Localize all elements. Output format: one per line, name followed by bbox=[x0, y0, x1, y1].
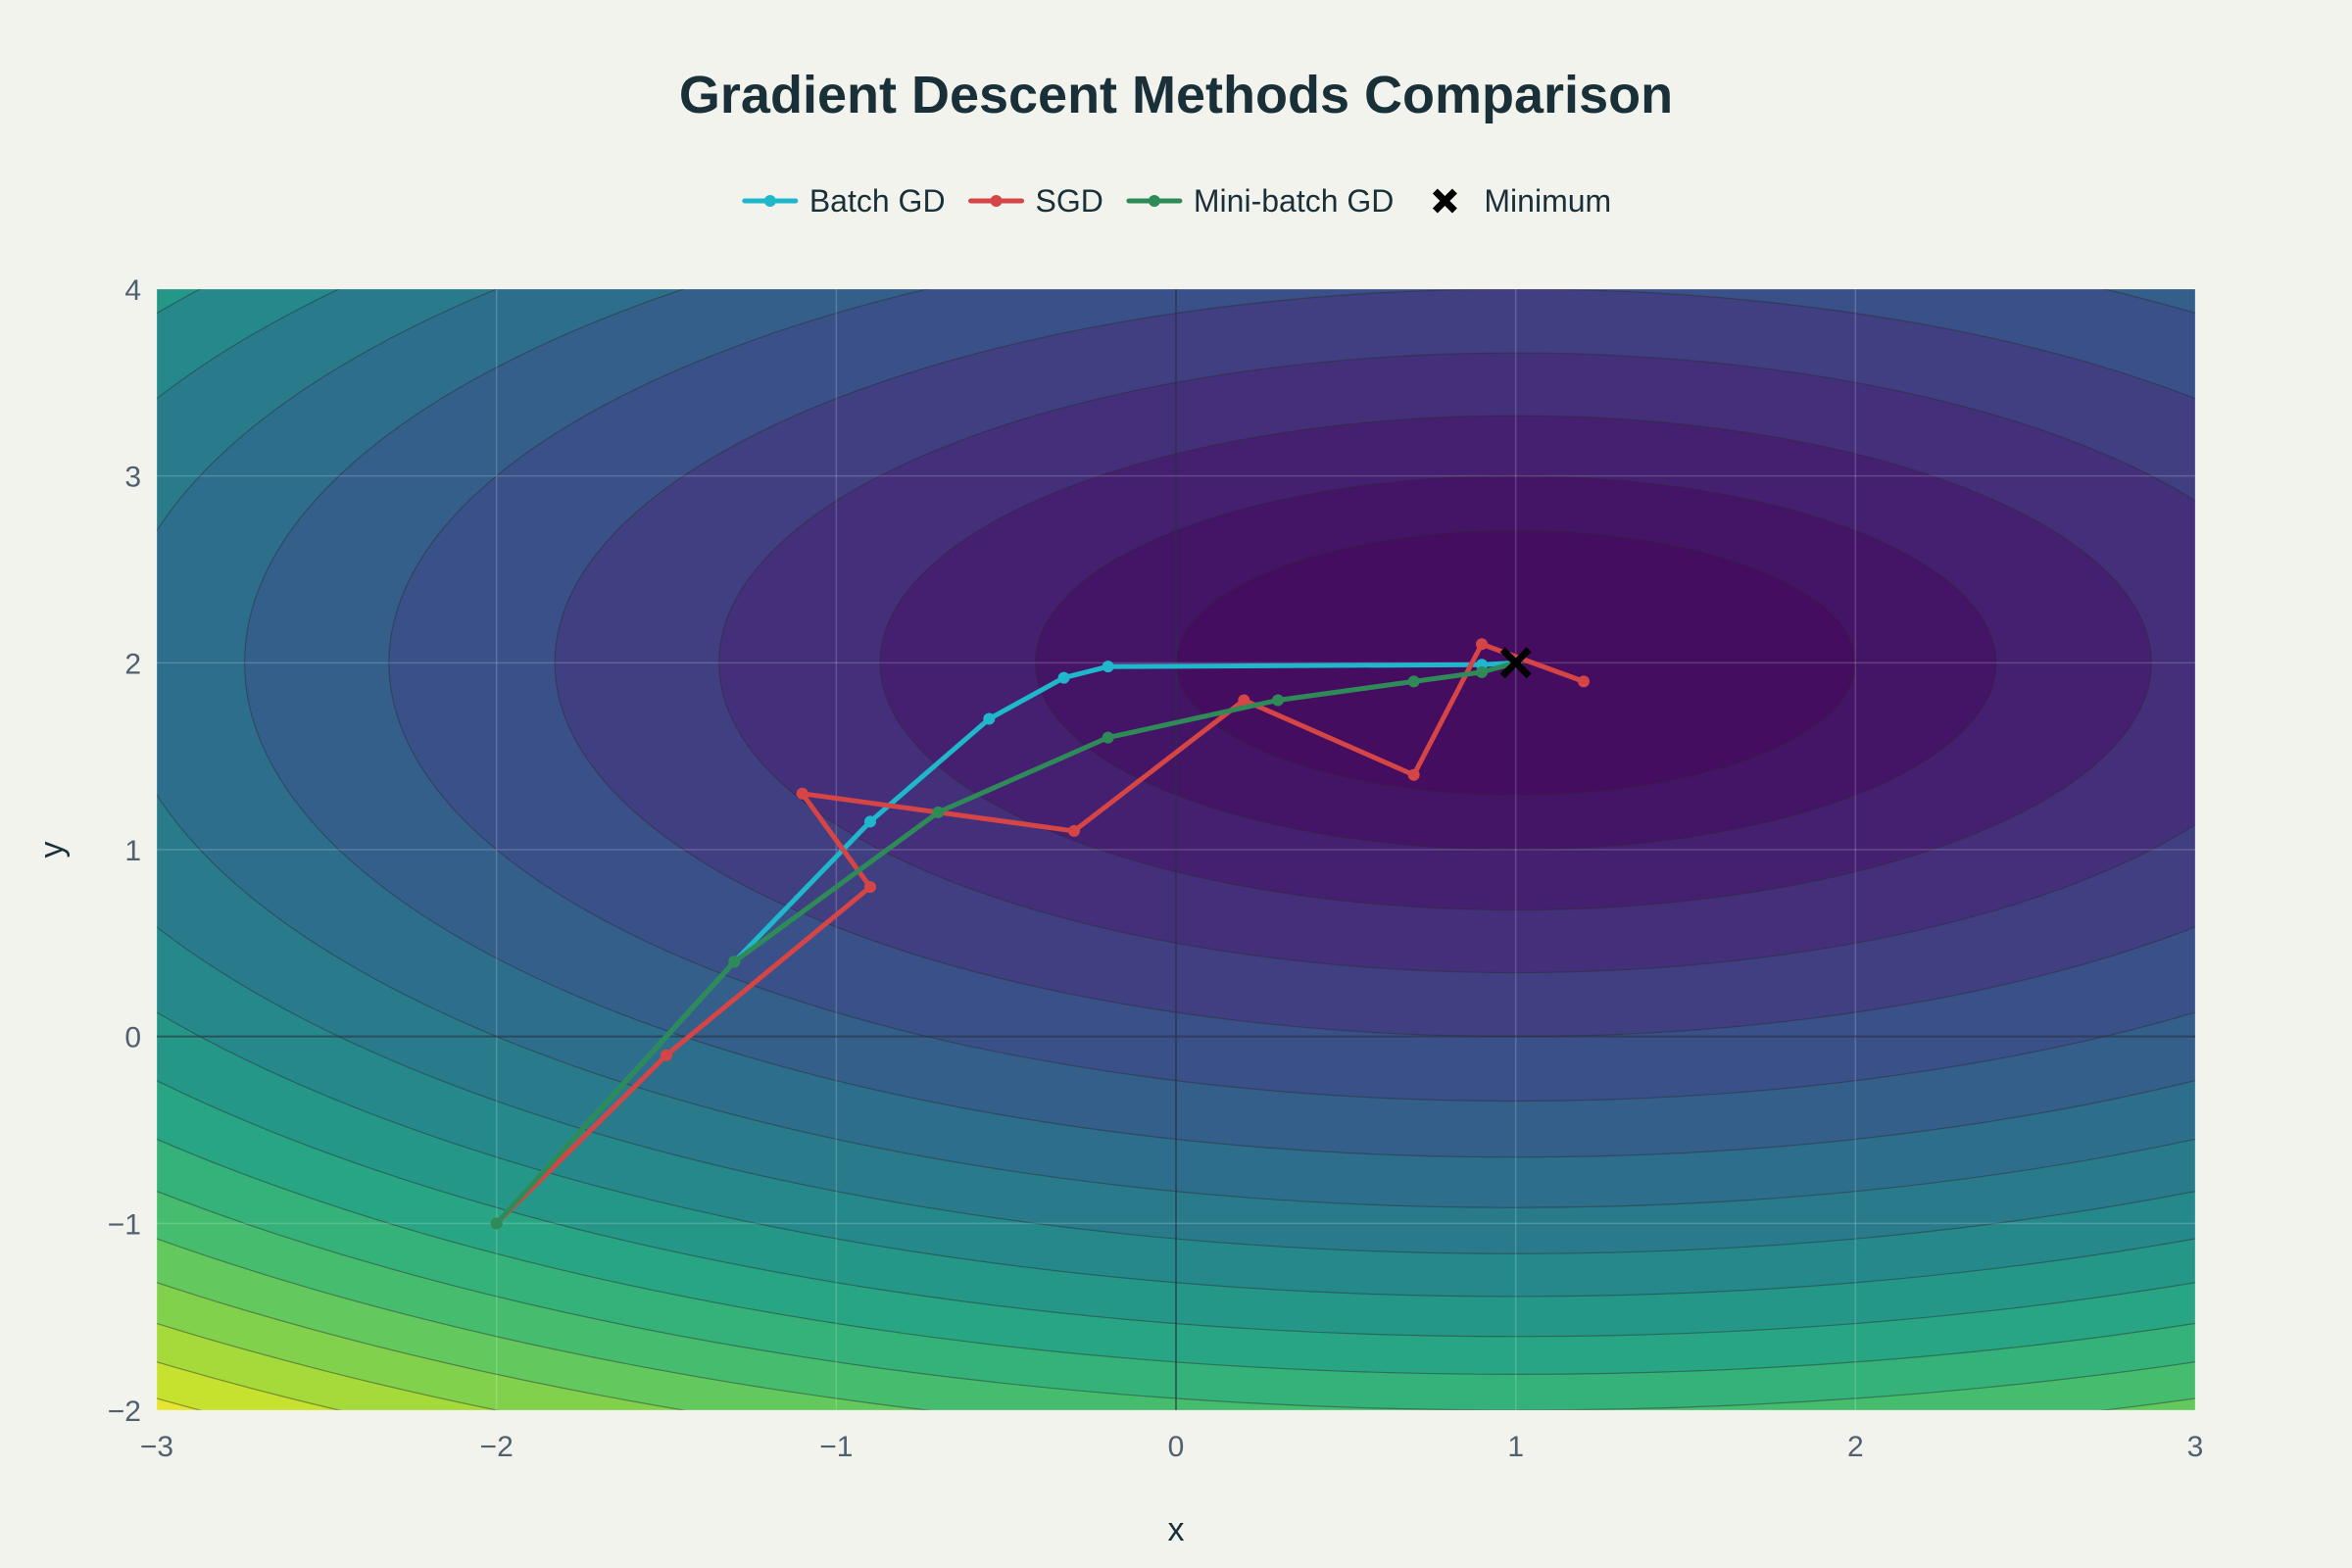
y-tick-label: 3 bbox=[124, 462, 141, 494]
legend-item-sgd[interactable]: SGD bbox=[968, 183, 1103, 219]
data-point-mini-batch-gd bbox=[1476, 665, 1488, 678]
legend-label: SGD bbox=[1036, 183, 1103, 219]
legend-label: Batch GD bbox=[809, 183, 946, 219]
legend-swatch-marker bbox=[763, 195, 776, 207]
data-point-sgd bbox=[864, 881, 876, 894]
x-tick-label: 1 bbox=[1507, 1431, 1524, 1463]
data-point-batch-gd bbox=[983, 712, 996, 725]
data-point-sgd bbox=[1238, 694, 1250, 707]
series-layer bbox=[490, 638, 1590, 1230]
x-tick-label: −1 bbox=[819, 1431, 853, 1463]
x-tick-label: 3 bbox=[2187, 1431, 2204, 1463]
chart-title: Gradient Descent Methods Comparison bbox=[679, 66, 1673, 124]
x-tick-label: −2 bbox=[480, 1431, 514, 1463]
data-point-sgd bbox=[1578, 675, 1590, 688]
data-point-mini-batch-gd bbox=[490, 1217, 503, 1230]
y-axis-label: y bbox=[33, 842, 71, 858]
marker-layer bbox=[1499, 647, 1532, 679]
y-tick-label: −2 bbox=[108, 1396, 141, 1428]
data-point-mini-batch-gd bbox=[1407, 675, 1420, 688]
x-tick-label: −3 bbox=[140, 1431, 173, 1463]
x-tick-label: 2 bbox=[1847, 1431, 1864, 1463]
gridlines bbox=[157, 289, 2195, 1410]
minimum-marker-x bbox=[1499, 647, 1532, 679]
y-tick-label: 0 bbox=[124, 1022, 141, 1054]
legend-item-batch-gd[interactable]: Batch GD bbox=[742, 183, 946, 219]
y-tick-label: −1 bbox=[108, 1208, 141, 1241]
series-line-mini-batch-gd bbox=[494, 660, 1519, 1226]
legend-item-minimum[interactable]: Minimum bbox=[1432, 183, 1611, 219]
data-point-sgd bbox=[796, 787, 808, 800]
legend-label: Minimum bbox=[1484, 183, 1611, 219]
x-tick-label: 0 bbox=[1168, 1431, 1185, 1463]
legend-swatch-x bbox=[1432, 188, 1457, 214]
data-point-batch-gd bbox=[1057, 671, 1070, 684]
x-axis-ticks: −3 −2 −1 0 1 2 3 bbox=[140, 1431, 2203, 1463]
series-mini-batch-gd bbox=[490, 657, 1522, 1230]
data-point-sgd bbox=[1476, 638, 1488, 651]
legend-label: Mini-batch GD bbox=[1194, 183, 1395, 219]
data-point-mini-batch-gd bbox=[728, 956, 741, 968]
data-point-sgd bbox=[1068, 824, 1080, 837]
y-tick-label: 1 bbox=[124, 835, 141, 867]
minimum-marker bbox=[1499, 647, 1532, 679]
series-line-batch-gd bbox=[494, 660, 1519, 1226]
legend: Batch GD SGD Mini-batch GD Minimum bbox=[742, 183, 1611, 219]
data-point-sgd bbox=[1407, 768, 1420, 781]
legend-swatch-marker bbox=[1148, 195, 1160, 207]
legend-item-mini-batch-gd[interactable]: Mini-batch GD bbox=[1126, 183, 1395, 219]
y-tick-label: 2 bbox=[124, 648, 141, 680]
legend-swatch-marker bbox=[990, 195, 1003, 207]
data-point-batch-gd bbox=[864, 815, 876, 828]
y-tick-label: 4 bbox=[124, 274, 141, 307]
data-point-mini-batch-gd bbox=[1272, 694, 1284, 707]
data-point-batch-gd bbox=[1102, 661, 1114, 673]
y-axis-ticks: −2 −1 0 1 2 3 4 bbox=[108, 274, 141, 1428]
data-point-mini-batch-gd bbox=[932, 806, 945, 818]
data-point-mini-batch-gd bbox=[1102, 731, 1114, 744]
data-point-sgd bbox=[661, 1049, 672, 1061]
x-axis-label: x bbox=[1168, 1511, 1185, 1548]
